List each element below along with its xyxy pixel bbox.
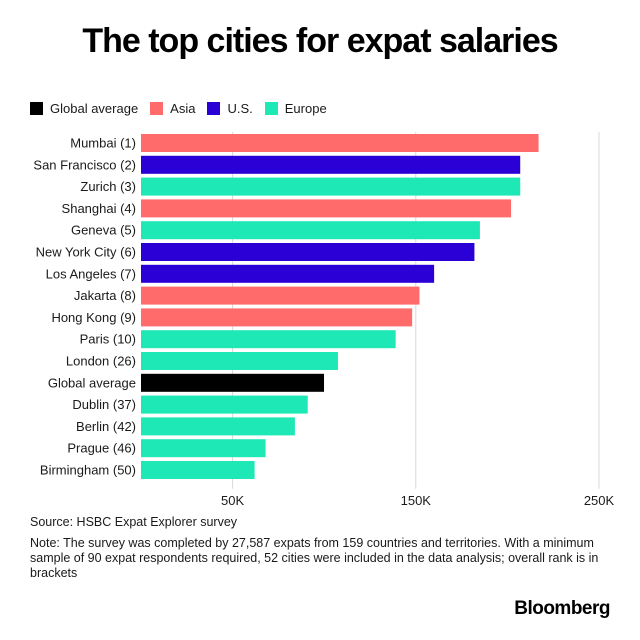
legend-label-europe: Europe bbox=[284, 101, 327, 116]
bar-6 bbox=[141, 264, 435, 283]
bar-9 bbox=[141, 330, 396, 349]
bar-4 bbox=[141, 221, 480, 240]
legend-item-europe: Europe bbox=[264, 101, 327, 116]
source-note: Source: HSBC Expat Explorer survey bbox=[30, 515, 238, 529]
legend-item-asia: Asia bbox=[150, 101, 195, 116]
legend-label-global-average: Global average bbox=[50, 101, 139, 116]
legend-item-global-average: Global average bbox=[30, 101, 138, 116]
category-label-14: Prague (46) bbox=[67, 441, 136, 456]
category-label-10: London (26) bbox=[66, 354, 136, 369]
bar-14 bbox=[141, 439, 266, 458]
category-label-3: Shanghai (4) bbox=[62, 201, 136, 216]
category-label-13: Berlin (42) bbox=[76, 419, 136, 434]
legend-item-us: U.S. bbox=[207, 101, 253, 116]
category-label-9: Paris (10) bbox=[80, 332, 136, 347]
x-tick-label-0: 50K bbox=[221, 493, 244, 508]
bar-11 bbox=[141, 373, 325, 392]
legend-label-us: U.S. bbox=[227, 101, 253, 116]
category-label-1: San Francisco (2) bbox=[33, 157, 136, 172]
legend-swatch-us bbox=[207, 102, 221, 115]
category-label-11: Global average bbox=[48, 375, 136, 390]
legend-label-asia: Asia bbox=[170, 101, 196, 116]
legend-swatch-asia bbox=[150, 102, 164, 115]
bar-0 bbox=[141, 134, 539, 152]
category-label-6: Los Angeles (7) bbox=[46, 266, 136, 281]
category-label-15: Birmingham (50) bbox=[40, 463, 136, 478]
bar-1 bbox=[141, 155, 521, 174]
bar-chart: Mumbai (1) San Francisco (2) Zurich (3) Sha… bbox=[33, 132, 615, 508]
legend: Global average Asia U.S. Europe bbox=[30, 101, 339, 116]
bar-3 bbox=[141, 199, 512, 218]
category-label-2: Zurich (3) bbox=[80, 179, 136, 194]
bar-2 bbox=[141, 177, 521, 196]
legend-swatch-global-average bbox=[30, 102, 43, 115]
chart-title: The top cities for expat salaries bbox=[82, 22, 558, 60]
bar-7 bbox=[141, 286, 420, 305]
survey-note: Note: The survey was completed by 27,587… bbox=[30, 536, 599, 580]
bar-8 bbox=[141, 308, 413, 327]
x-tick-label-2: 250K bbox=[584, 493, 615, 508]
bar-15 bbox=[141, 461, 255, 479]
bloomberg-logo: Bloomberg bbox=[514, 598, 610, 619]
x-tick-label-1: 150K bbox=[401, 493, 432, 508]
category-label-5: New York City (6) bbox=[36, 245, 136, 260]
category-label-0: Mumbai (1) bbox=[70, 136, 136, 151]
bar-13 bbox=[141, 417, 295, 436]
bar-5 bbox=[141, 243, 475, 261]
category-label-4: Geneva (5) bbox=[71, 223, 136, 238]
category-label-8: Hong Kong (9) bbox=[51, 310, 136, 325]
legend-swatch-europe bbox=[264, 102, 278, 115]
category-label-7: Jakarta (8) bbox=[74, 288, 136, 303]
bar-10 bbox=[141, 352, 338, 370]
category-label-12: Dublin (37) bbox=[72, 397, 136, 412]
bar-12 bbox=[141, 395, 308, 414]
